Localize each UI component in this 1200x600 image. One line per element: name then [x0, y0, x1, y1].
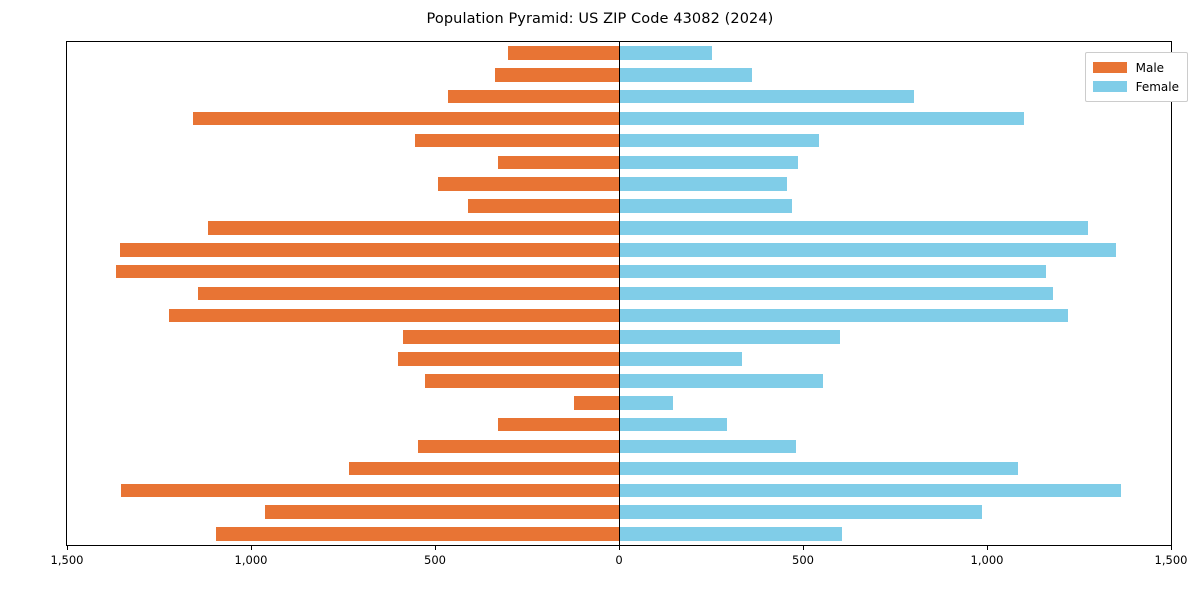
- bar-female: [619, 330, 841, 344]
- bar-row: [67, 483, 1171, 498]
- bar-male: [264, 505, 619, 519]
- bar-male: [418, 439, 619, 454]
- bar-male: [437, 177, 619, 191]
- bar-female: [619, 133, 820, 148]
- legend-entry-male[interactable]: Male: [1092, 58, 1179, 77]
- chart-legend: Male Female: [1084, 52, 1188, 102]
- bar-male: [497, 417, 619, 432]
- bar-male: [402, 330, 619, 344]
- bar-row: [67, 286, 1171, 301]
- bar-female: [619, 374, 823, 388]
- bar-row: [67, 111, 1171, 126]
- bar-female: [619, 417, 727, 432]
- bar-row: [67, 68, 1171, 82]
- bar-row: [67, 439, 1171, 454]
- bar-male: [415, 133, 619, 148]
- bar-row: [67, 264, 1171, 279]
- bar-male: [121, 483, 619, 498]
- bar-row: [67, 46, 1171, 60]
- bar-row: [67, 221, 1171, 235]
- bar-female: [619, 483, 1121, 498]
- bars-container: [67, 42, 1171, 545]
- bar-female: [619, 264, 1046, 279]
- legend-swatch-icon: [1092, 81, 1127, 92]
- legend-label: Male: [1135, 60, 1165, 75]
- legend-swatch-icon: [1092, 62, 1127, 73]
- bar-male: [115, 264, 619, 279]
- bar-row: [67, 505, 1171, 519]
- bar-female: [619, 527, 842, 541]
- bar-row: [67, 527, 1171, 541]
- bar-male: [574, 396, 619, 410]
- x-tick-mark: [619, 546, 620, 550]
- bar-male: [169, 308, 619, 323]
- bar-male: [507, 46, 619, 60]
- bar-row: [67, 396, 1171, 410]
- bar-female: [619, 89, 914, 104]
- bar-row: [67, 133, 1171, 148]
- bar-row: [67, 199, 1171, 213]
- bar-female: [619, 111, 1024, 126]
- x-tick-mark: [1171, 546, 1172, 550]
- chart-title: Population Pyramid: US ZIP Code 43082 (2…: [426, 11, 774, 27]
- bar-male: [447, 89, 619, 104]
- bar-male: [494, 68, 619, 82]
- bar-female: [619, 505, 982, 519]
- bar-male: [207, 221, 619, 235]
- bar-female: [619, 461, 1019, 476]
- center-axis-line: [619, 42, 620, 545]
- bar-female: [619, 68, 753, 82]
- bar-male: [398, 352, 619, 366]
- bar-male: [192, 111, 619, 126]
- bar-row: [67, 374, 1171, 388]
- bar-row: [67, 177, 1171, 191]
- bar-female: [619, 221, 1089, 235]
- x-tick-label: 500: [792, 553, 814, 567]
- bar-male: [424, 374, 619, 388]
- x-tick-label: 0: [615, 553, 623, 567]
- x-tick-label: 1,000: [970, 553, 1004, 567]
- legend-label: Female: [1135, 79, 1179, 94]
- bar-female: [619, 439, 796, 454]
- x-tick-label: 500: [424, 553, 446, 567]
- x-tick-mark: [987, 546, 988, 550]
- x-tick-label: 1,500: [50, 553, 84, 567]
- bar-male: [349, 461, 619, 476]
- bar-female: [619, 199, 792, 213]
- bar-female: [619, 308, 1068, 323]
- bar-row: [67, 330, 1171, 344]
- bar-male: [198, 286, 619, 301]
- bar-row: [67, 155, 1171, 170]
- bar-female: [619, 396, 674, 410]
- plot-area: [66, 41, 1172, 546]
- bar-female: [619, 352, 742, 366]
- bar-male: [119, 242, 619, 257]
- bar-row: [67, 352, 1171, 366]
- bar-row: [67, 461, 1171, 476]
- x-tick-mark: [67, 546, 68, 550]
- x-tick-mark: [435, 546, 436, 550]
- x-tick-label: 1,500: [1154, 553, 1188, 567]
- bar-row: [67, 89, 1171, 104]
- bar-male: [467, 199, 619, 213]
- bar-male: [497, 155, 619, 170]
- bar-male: [216, 527, 619, 541]
- bar-row: [67, 308, 1171, 323]
- bar-female: [619, 155, 799, 170]
- bar-female: [619, 286, 1053, 301]
- x-tick-mark: [251, 546, 252, 550]
- bar-female: [619, 242, 1117, 257]
- bar-female: [619, 177, 788, 191]
- bar-row: [67, 242, 1171, 257]
- bar-female: [619, 46, 713, 60]
- x-tick-label: 1,000: [234, 553, 268, 567]
- x-tick-mark: [803, 546, 804, 550]
- legend-entry-female[interactable]: Female: [1092, 77, 1179, 96]
- bar-row: [67, 417, 1171, 432]
